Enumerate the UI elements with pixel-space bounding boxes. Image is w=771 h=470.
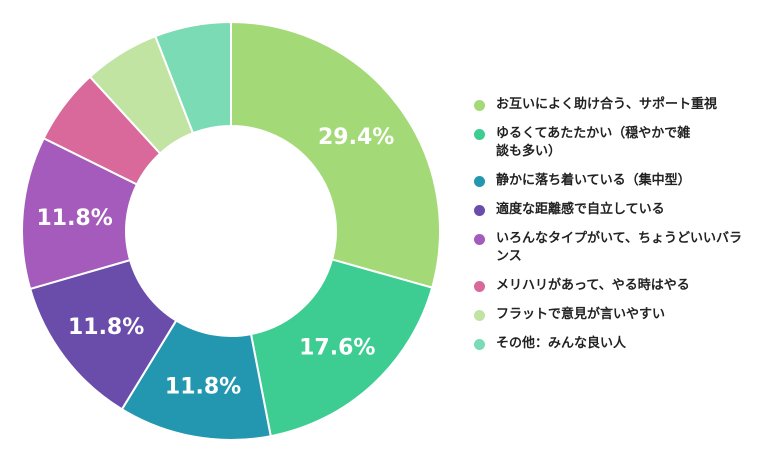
- slice-data-label: 11.8%: [36, 206, 112, 231]
- slice-data-label: 17.6%: [299, 336, 375, 361]
- slice-data-label: 29.4%: [318, 125, 394, 150]
- donut-slice: [230, 20, 441, 289]
- legend-swatch: [474, 310, 485, 321]
- legend-swatch: [474, 339, 485, 350]
- donut-slice: [154, 20, 232, 135]
- legend-label: いろんなタイプがいて、ちょうどいいバランス: [496, 231, 742, 264]
- donut-slice: [249, 258, 434, 438]
- legend-item: いろんなタイプがいて、ちょうどいいバランス: [474, 230, 764, 266]
- legend-item: フラットで意見が言いやすい: [474, 306, 764, 324]
- legend-label: お互いによく助け合う、サポート重視: [496, 97, 718, 112]
- legend-swatch: [474, 129, 485, 140]
- legend-swatch: [474, 176, 485, 187]
- legend-item: その他：みんな良い人: [474, 335, 764, 353]
- legend-item: お互いによく助け合う、サポート重視: [474, 96, 764, 114]
- legend-swatch: [474, 100, 485, 111]
- legend-swatch: [474, 281, 485, 292]
- legend-swatch: [474, 234, 485, 245]
- legend-item: メリハリがあって、やる時はやる: [474, 277, 764, 295]
- legend-label: ゆるくてあたたかい（穏やかで雑談も多い）: [496, 126, 691, 159]
- legend-label: メリハリがあって、やる時はやる: [496, 278, 690, 293]
- legend-item: ゆるくてあたたかい（穏やかで雑談も多い）: [474, 125, 764, 161]
- legend: お互いによく助け合う、サポート重視 ゆるくてあたたかい（穏やかで雑談も多い） 静…: [474, 96, 764, 364]
- legend-label: 静かに落ち着いている（集中型）: [496, 173, 691, 188]
- legend-label: その他：みんな良い人: [496, 336, 627, 351]
- legend-swatch: [474, 205, 485, 216]
- legend-item: 静かに落ち着いている（集中型）: [474, 172, 764, 190]
- legend-item: 適度な距離感で自立している: [474, 201, 764, 219]
- slice-data-label: 11.8%: [165, 374, 241, 399]
- legend-label: フラットで意見が言いやすい: [496, 307, 666, 322]
- slice-data-label: 11.8%: [68, 315, 144, 340]
- legend-label: 適度な距離感で自立している: [496, 202, 665, 217]
